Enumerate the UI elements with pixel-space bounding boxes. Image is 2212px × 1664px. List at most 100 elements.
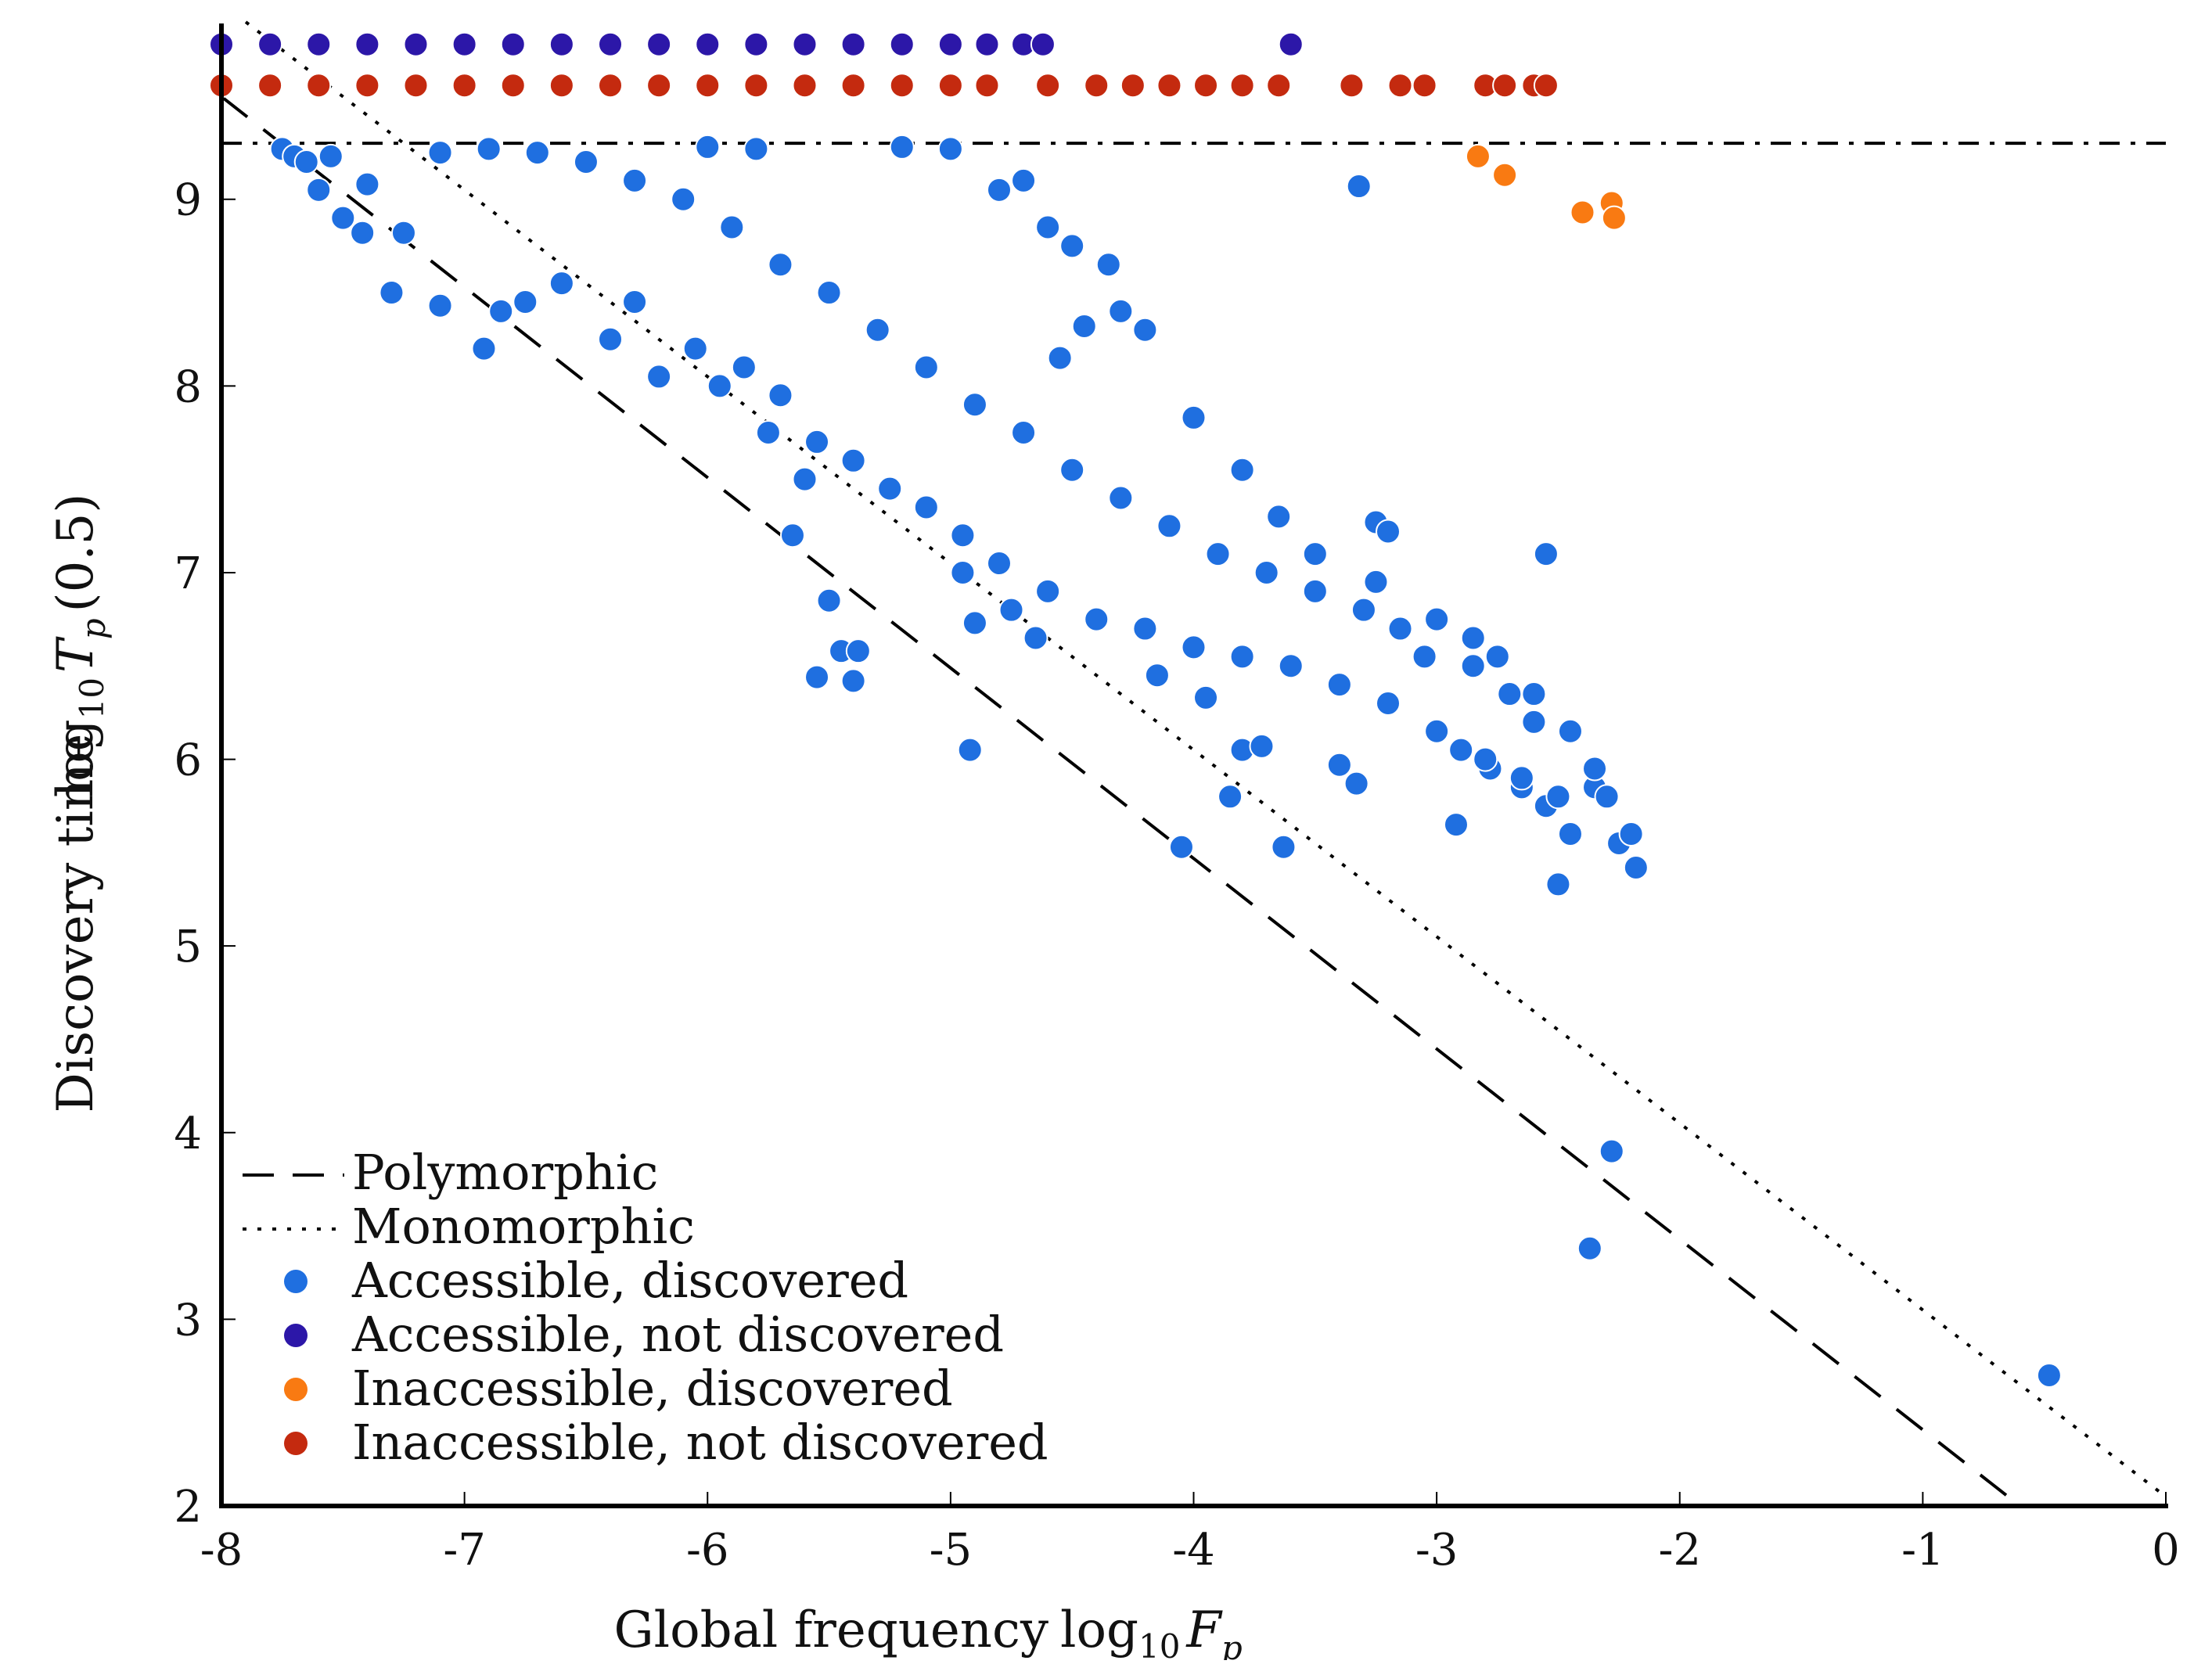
data-point bbox=[1339, 73, 1365, 99]
data-point bbox=[889, 134, 915, 160]
data-point bbox=[524, 140, 550, 166]
data-point bbox=[1266, 504, 1292, 530]
y-axis-title-group: Discovery time log10Tp(0.5) bbox=[47, 494, 113, 1113]
x-tick-label: -8 bbox=[200, 1525, 243, 1576]
data-point bbox=[804, 664, 830, 690]
data-point bbox=[549, 271, 574, 297]
data-point bbox=[598, 31, 623, 57]
data-point bbox=[488, 298, 514, 324]
data-point bbox=[937, 136, 963, 162]
data-point bbox=[1108, 298, 1134, 324]
data-point bbox=[816, 280, 842, 306]
data-point bbox=[646, 364, 672, 390]
data-point bbox=[1278, 653, 1304, 679]
data-point bbox=[845, 638, 871, 664]
data-point bbox=[1095, 252, 1121, 278]
data-point bbox=[1363, 569, 1389, 595]
data-point bbox=[1181, 404, 1207, 430]
data-point bbox=[1217, 784, 1243, 810]
data-point bbox=[1229, 644, 1255, 670]
data-point bbox=[306, 31, 332, 57]
data-point bbox=[1521, 681, 1547, 707]
data-point bbox=[1278, 31, 1304, 57]
legend-marker bbox=[284, 1324, 308, 1347]
data-point bbox=[682, 336, 708, 361]
data-point bbox=[1084, 606, 1110, 632]
data-point bbox=[731, 354, 757, 380]
ticks: -8 -7 -6 -5 -4 -3 -2 -1 0 2 3 4 5 6 7 8 9 bbox=[174, 175, 2179, 1576]
legend-label: Inaccessible, not discovered bbox=[352, 1414, 1048, 1471]
data-point bbox=[549, 73, 574, 99]
data-point bbox=[1132, 616, 1158, 642]
series-2 bbox=[1465, 143, 1627, 231]
data-point bbox=[1412, 644, 1437, 670]
data-point bbox=[354, 31, 380, 57]
data-point bbox=[646, 31, 672, 57]
x-tick-label: -5 bbox=[930, 1525, 973, 1576]
data-point bbox=[695, 31, 721, 57]
data-point bbox=[1497, 681, 1523, 707]
legend-marker bbox=[284, 1432, 308, 1455]
legend-label: Accessible, discovered bbox=[351, 1252, 908, 1309]
data-point bbox=[755, 420, 781, 446]
data-point bbox=[257, 31, 283, 57]
data-point bbox=[598, 73, 623, 99]
data-point bbox=[1249, 733, 1275, 759]
data-point bbox=[1011, 167, 1037, 193]
data-point bbox=[1132, 317, 1158, 343]
data-point bbox=[768, 252, 793, 278]
data-point bbox=[549, 31, 574, 57]
data-point bbox=[318, 143, 343, 169]
x-tick-label: -6 bbox=[686, 1525, 729, 1576]
data-point bbox=[622, 289, 648, 314]
data-point bbox=[1023, 625, 1048, 651]
data-point bbox=[390, 220, 416, 246]
data-point bbox=[707, 373, 732, 399]
data-point bbox=[743, 136, 769, 162]
y-tick-label: 3 bbox=[174, 1295, 202, 1346]
y-tick-label: 5 bbox=[174, 922, 202, 972]
data-point bbox=[1484, 644, 1510, 670]
data-point bbox=[1271, 834, 1297, 860]
data-point bbox=[987, 551, 1012, 577]
x-tick-label: -4 bbox=[1172, 1525, 1215, 1576]
data-point bbox=[1266, 73, 1292, 99]
data-point bbox=[865, 317, 890, 343]
data-point bbox=[1059, 233, 1085, 259]
series-1 bbox=[209, 31, 1304, 57]
data-point bbox=[1533, 73, 1559, 99]
data-point bbox=[792, 466, 818, 492]
series-0 bbox=[269, 134, 2062, 1388]
data-point bbox=[1492, 73, 1518, 99]
y-tick-label: 2 bbox=[174, 1482, 202, 1533]
data-point bbox=[1156, 73, 1182, 99]
data-point bbox=[1582, 756, 1608, 782]
data-point bbox=[1412, 73, 1437, 99]
data-point bbox=[1205, 541, 1231, 567]
data-point bbox=[1302, 541, 1328, 567]
data-point bbox=[1181, 634, 1207, 660]
y-axis-title: Discovery time bbox=[47, 734, 105, 1113]
data-point bbox=[743, 73, 769, 99]
data-point bbox=[889, 31, 915, 57]
x-axis-title: Global frequency bbox=[614, 1601, 1049, 1659]
data-point bbox=[1047, 345, 1073, 371]
data-point bbox=[1599, 1138, 1624, 1164]
data-point bbox=[1193, 685, 1219, 710]
data-point bbox=[1346, 174, 1372, 199]
data-point bbox=[913, 494, 939, 520]
x-tick-label: 0 bbox=[2152, 1525, 2180, 1576]
data-point bbox=[500, 73, 526, 99]
data-point bbox=[1473, 746, 1498, 772]
data-point bbox=[877, 476, 903, 501]
data-point bbox=[403, 73, 429, 99]
data-point bbox=[998, 597, 1024, 623]
data-point bbox=[306, 73, 332, 99]
data-point bbox=[1387, 73, 1413, 99]
data-point bbox=[598, 326, 623, 352]
data-point bbox=[913, 354, 939, 380]
data-point bbox=[1448, 737, 1474, 763]
data-point bbox=[792, 31, 818, 57]
x-tick-label: -2 bbox=[1658, 1525, 1701, 1576]
data-point bbox=[500, 31, 526, 57]
